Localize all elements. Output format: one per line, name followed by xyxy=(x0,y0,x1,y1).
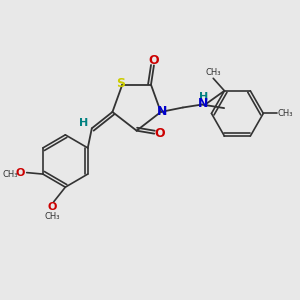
Text: O: O xyxy=(148,54,159,67)
Text: S: S xyxy=(116,77,125,90)
Text: CH₃: CH₃ xyxy=(44,212,60,221)
Text: O: O xyxy=(47,202,57,212)
Text: H: H xyxy=(199,92,208,102)
Text: N: N xyxy=(157,106,167,118)
Text: CH₃: CH₃ xyxy=(206,68,221,77)
Text: CH₃: CH₃ xyxy=(3,169,18,178)
Text: O: O xyxy=(154,127,165,140)
Text: CH₃: CH₃ xyxy=(277,109,292,118)
Text: H: H xyxy=(79,118,88,128)
Text: N: N xyxy=(198,98,209,110)
Text: O: O xyxy=(16,168,25,178)
